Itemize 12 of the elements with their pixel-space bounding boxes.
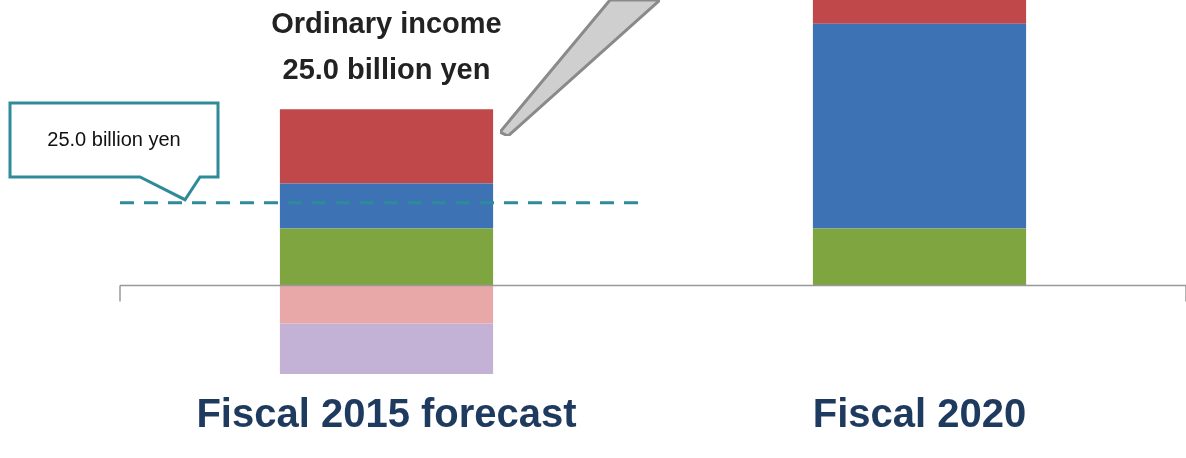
- bar: [812, 23, 1027, 229]
- annotation: Ordinary income 25.0 billion yen: [271, 6, 502, 85]
- bar: [812, 0, 1027, 24]
- bar: [279, 323, 494, 374]
- bar: [279, 109, 494, 184]
- bar: [279, 183, 494, 229]
- x-tick-label: Fiscal 2020: [812, 391, 1027, 436]
- ref-line-label: 25.0 billion yen: [47, 127, 181, 150]
- bar: [279, 228, 494, 286]
- x-tick-label: Fiscal 2015 forecast: [196, 391, 577, 436]
- bar: [812, 228, 1027, 286]
- bar: [279, 285, 494, 324]
